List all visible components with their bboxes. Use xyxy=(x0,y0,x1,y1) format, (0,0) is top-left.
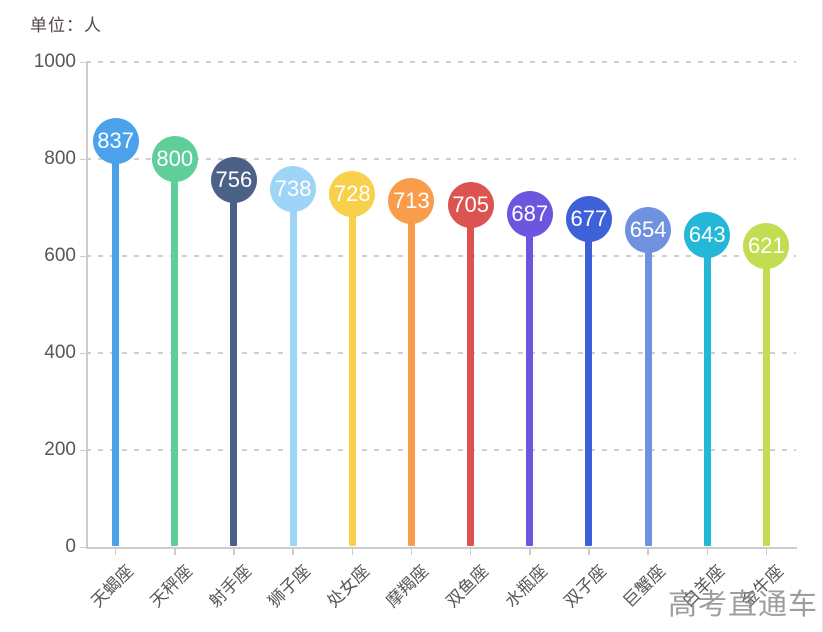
lollipop-stem xyxy=(112,141,120,546)
x-axis-tick xyxy=(529,549,531,555)
lollipop-stem xyxy=(230,180,238,546)
data-point[interactable]: 705 xyxy=(447,182,494,229)
data-point[interactable]: 654 xyxy=(625,206,672,253)
y-axis-tick-label: 0 xyxy=(65,536,76,557)
y-axis-tick-label: 1000 xyxy=(33,51,76,72)
data-point[interactable]: 728 xyxy=(329,170,376,217)
y-axis-tick-label: 200 xyxy=(44,439,76,460)
lollipop-stem xyxy=(407,201,415,546)
x-axis-tick xyxy=(469,549,472,555)
lollipop-stem xyxy=(348,193,356,546)
lollipop-stem xyxy=(762,245,770,546)
y-gridline xyxy=(86,158,796,160)
lollipop-stem xyxy=(585,218,593,546)
data-point[interactable]: 643 xyxy=(684,212,731,259)
lollipop-stem xyxy=(644,229,652,546)
x-axis-line xyxy=(86,547,797,549)
y-gridline xyxy=(86,352,796,354)
y-gridline xyxy=(86,255,796,257)
y-axis-tick-label: 600 xyxy=(44,245,76,266)
y-axis-tick xyxy=(80,352,86,354)
x-axis-tick xyxy=(647,549,649,555)
y-gridline xyxy=(86,449,796,451)
data-point[interactable]: 756 xyxy=(210,157,257,204)
x-axis-tick xyxy=(410,549,413,555)
unit-label: 单位：人 xyxy=(30,16,102,35)
y-axis-tick-label: 400 xyxy=(44,342,76,363)
data-point[interactable]: 800 xyxy=(151,136,198,182)
data-point[interactable]: 738 xyxy=(270,166,317,213)
x-axis-tick xyxy=(351,549,353,555)
y-axis-tick xyxy=(80,158,86,160)
x-axis-tick xyxy=(588,549,590,555)
x-axis-tick xyxy=(233,549,235,555)
data-point[interactable]: 677 xyxy=(565,195,612,242)
y-gridline xyxy=(86,61,796,63)
y-axis-line xyxy=(86,62,88,547)
lollipop-stem xyxy=(467,205,475,546)
lollipop-stem xyxy=(526,213,534,546)
data-point[interactable]: 837 xyxy=(92,118,139,165)
y-axis-tick xyxy=(80,546,86,548)
y-axis-tick xyxy=(80,449,86,451)
y-axis-tick xyxy=(80,255,86,257)
data-point[interactable]: 621 xyxy=(743,222,790,269)
x-axis-tick xyxy=(292,549,294,555)
x-axis-tick xyxy=(765,549,768,555)
data-point[interactable]: 687 xyxy=(506,190,553,237)
lollipop-stem xyxy=(171,159,179,546)
data-point[interactable]: 713 xyxy=(388,178,435,225)
lollipop-stem xyxy=(703,235,711,546)
x-axis-tick xyxy=(706,549,708,555)
y-axis-tick-label: 800 xyxy=(44,148,76,169)
x-axis-tick xyxy=(114,549,117,555)
y-axis-tick xyxy=(80,61,86,63)
x-axis-tick xyxy=(174,549,176,555)
lollipop-stem xyxy=(289,189,297,546)
